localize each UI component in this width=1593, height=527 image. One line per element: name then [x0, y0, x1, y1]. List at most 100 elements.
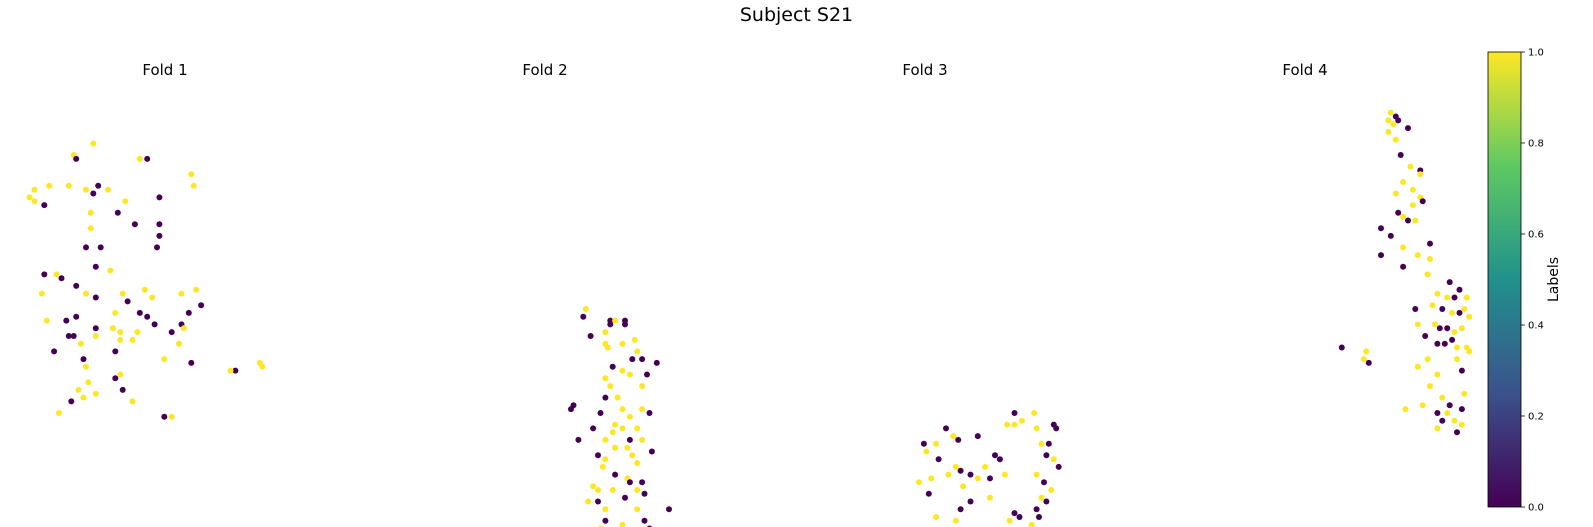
scatter-point [666, 506, 672, 513]
scatter-point [131, 221, 138, 228]
scatter-point [653, 359, 660, 366]
scatter-point [1016, 514, 1023, 520]
scatter-point [580, 313, 587, 320]
scatter-point [92, 263, 99, 270]
scatter-point [119, 290, 126, 297]
scatter-point [987, 475, 993, 482]
scatter-point [612, 444, 619, 451]
scatter-point [631, 336, 638, 343]
scatter-point [1436, 325, 1443, 332]
scatter-point [83, 290, 89, 297]
scatter-point [168, 413, 175, 420]
scatter-point [1033, 425, 1040, 432]
scatter-point [619, 367, 626, 374]
scatter-point [188, 171, 195, 178]
scatter-point [31, 186, 38, 193]
scatter-point [1461, 306, 1468, 312]
scatter-point [648, 448, 655, 455]
scatter-point [154, 244, 160, 251]
scatter-point [602, 436, 609, 443]
scatter-point [1434, 371, 1441, 378]
scatter-point [612, 317, 619, 324]
scatter-point [156, 194, 163, 201]
colorbar-tick-label: 0.4 [1528, 321, 1544, 332]
scatter-point [585, 498, 592, 505]
scatter-point [619, 340, 626, 347]
scatter-point [83, 363, 89, 370]
scatter-point [1400, 244, 1407, 251]
scatter-point [622, 321, 628, 328]
scatter-point [161, 413, 168, 420]
scatter-point [960, 483, 967, 490]
scatter-point [136, 309, 143, 316]
scatter-point [1055, 463, 1062, 470]
scatter-point [1458, 421, 1465, 428]
scatter-point [626, 371, 633, 378]
scatter-point [95, 182, 102, 189]
scatter-point [78, 340, 84, 347]
scatter-panel-3: Fold 3 [902, 61, 1062, 527]
scatter-point [639, 356, 646, 363]
scatter-point [92, 325, 99, 332]
scatter-point [595, 487, 601, 493]
scatter-point [53, 271, 60, 278]
scatter-point [1033, 471, 1040, 478]
scatter-point [1432, 321, 1438, 328]
scatter-point [87, 225, 94, 232]
colorbar-tick-label: 0.2 [1528, 412, 1544, 423]
scatter-point [1429, 302, 1436, 309]
scatter-point [1036, 514, 1042, 520]
scatter-point [1018, 417, 1025, 424]
scatter-panel-1: Fold 1 [26, 61, 266, 420]
scatter-point [607, 383, 614, 390]
scatter-point [65, 182, 72, 189]
scatter-point [952, 463, 959, 470]
scatter-point [626, 413, 633, 420]
colorbar-tick-label: 1.0 [1528, 48, 1544, 59]
scatter-point [1004, 421, 1011, 428]
scatter-point [58, 275, 65, 282]
scatter-point [957, 506, 964, 513]
scatter-point [232, 367, 239, 374]
scatter-point [1412, 306, 1419, 312]
scatter-point [626, 479, 633, 486]
scatter-point [609, 429, 616, 436]
scatter-point [190, 182, 197, 189]
scatter-point [178, 290, 185, 297]
scatter-point [1043, 498, 1050, 505]
scatter-point [1011, 410, 1018, 416]
scatter-point [1365, 359, 1372, 366]
scatter-point [1446, 402, 1453, 409]
scatter-point [1050, 421, 1057, 428]
scatter-point [156, 232, 163, 239]
scatter-point [1424, 356, 1431, 363]
scatter-point [955, 436, 962, 443]
colorbar-tick-label: 0.8 [1528, 139, 1544, 150]
scatter-point [602, 329, 609, 336]
scatter-point [149, 294, 156, 301]
scatter-point [156, 221, 163, 228]
scatter-panels: Fold 1 Fold 2 Fold 3 Fold 4 [26, 61, 1473, 527]
scatter-point [974, 475, 981, 482]
scatter-panel-2: Fold 2 [522, 61, 672, 527]
scatter-point [26, 194, 33, 201]
scatter-point [622, 494, 628, 501]
scatter-point [141, 286, 148, 293]
scatter-point [1451, 417, 1458, 424]
scatter-point [1466, 313, 1473, 320]
scatter-point [122, 198, 129, 205]
scatter-point [1412, 217, 1419, 224]
scatter-point [1434, 340, 1441, 347]
scatter-point [626, 436, 633, 443]
scatter-point [112, 348, 119, 355]
scatter-point [1451, 329, 1458, 336]
scatter-point [1424, 271, 1431, 278]
scatter-point [641, 517, 648, 524]
scatter-point [193, 286, 200, 293]
scatter-point [1407, 163, 1414, 170]
scatter-point [943, 425, 949, 432]
scatter-point [1439, 417, 1446, 424]
scatter-point [595, 498, 601, 505]
scatter-point [31, 198, 38, 205]
scatter-point [609, 363, 616, 370]
